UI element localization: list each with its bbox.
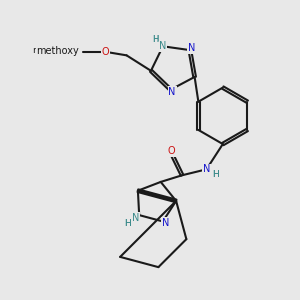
Text: N: N [168,87,176,97]
Text: O: O [168,146,176,157]
Text: N: N [203,164,210,174]
Text: methoxy: methoxy [37,46,79,56]
Text: N: N [159,41,167,51]
Text: O: O [101,47,109,57]
Text: H: H [152,35,158,44]
Text: H: H [213,170,219,179]
Text: methoxy: methoxy [37,46,79,56]
Text: N: N [162,218,169,228]
Text: H: H [213,170,219,179]
Text: O: O [101,47,109,57]
Text: H: H [124,219,131,228]
Text: O: O [168,146,176,157]
Text: methoxy: methoxy [32,46,72,56]
Text: N: N [132,213,139,223]
Text: N: N [188,43,195,53]
Text: N: N [203,164,210,174]
Text: N: N [188,43,195,53]
Text: H: H [124,219,131,228]
Text: N: N [162,218,169,228]
Text: N: N [168,87,176,97]
Text: N: N [159,41,167,51]
Text: H: H [152,35,159,44]
Text: N: N [132,213,139,223]
